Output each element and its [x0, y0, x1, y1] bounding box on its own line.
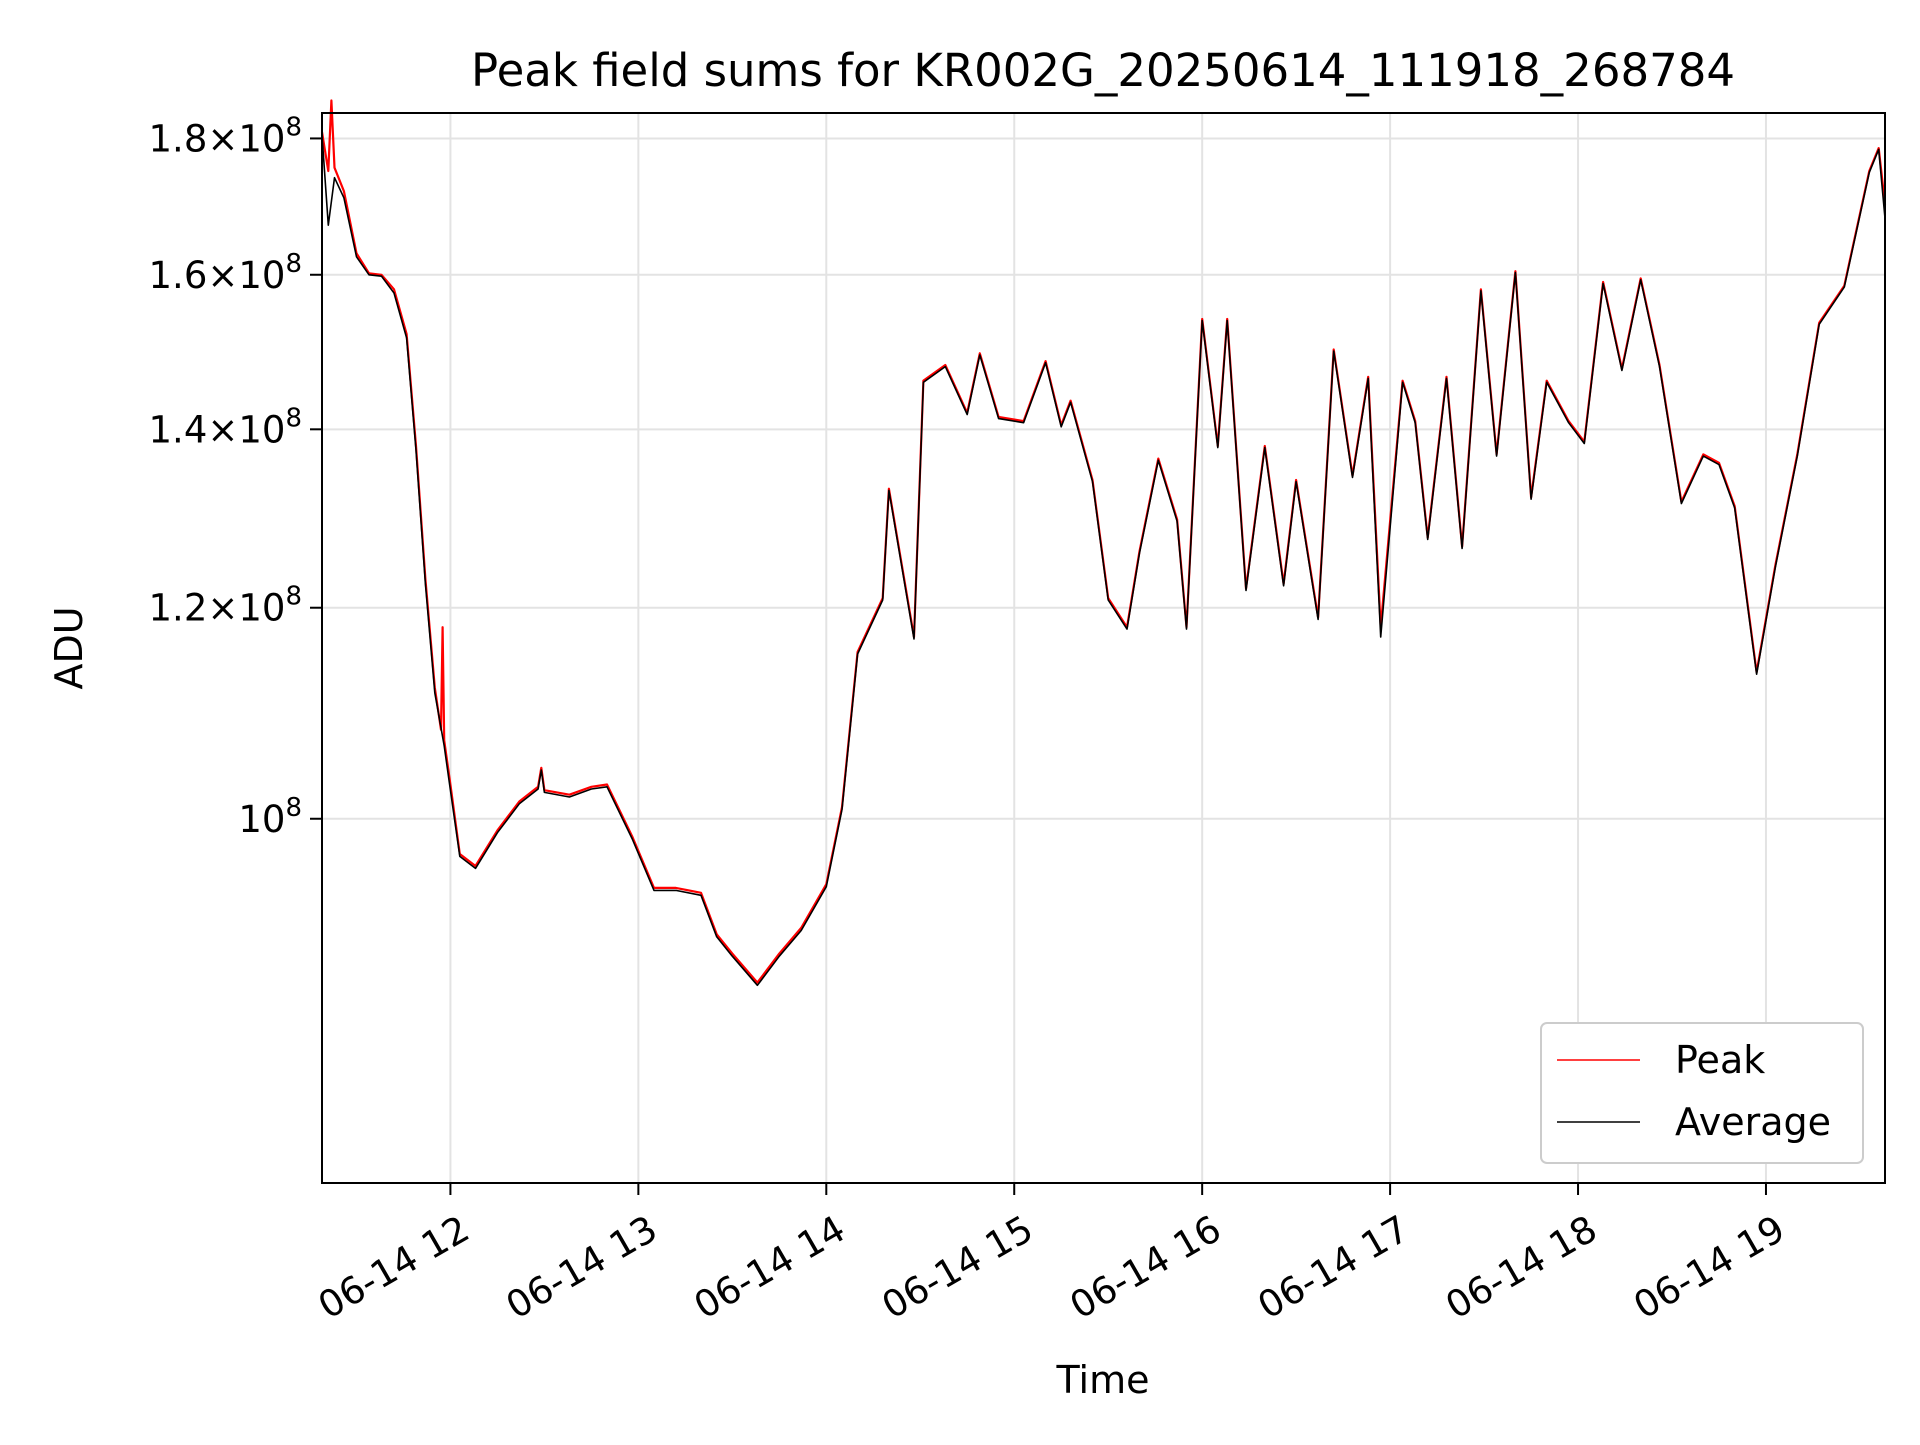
legend: Peak Average — [1540, 1022, 1864, 1164]
plot-frame — [321, 112, 1886, 1184]
y-tick-exponent: 8 — [285, 249, 302, 279]
y-tick-label: 1.4×108 — [149, 403, 302, 451]
y-tick-label: 1.6×108 — [149, 249, 302, 297]
y-axis-label: ADU — [47, 606, 91, 689]
grid-layer — [322, 113, 1885, 1183]
y-axis: 108 1.2×108 1.4×108 1.6×108 1.8×108 — [149, 112, 322, 841]
y-tick-label: 108 — [238, 793, 302, 841]
y-tick-exponent: 8 — [285, 112, 302, 142]
y-tick-exponent: 8 — [285, 582, 302, 612]
chart-title: Peak field sums for KR002G_20250614_1119… — [471, 44, 1735, 97]
series-layer — [320, 99, 1887, 987]
legend-label-peak: Peak — [1675, 1038, 1765, 1082]
legend-label-average: Average — [1675, 1100, 1831, 1144]
legend-frame — [1540, 1022, 1864, 1164]
x-axis-label: Time — [1056, 1358, 1150, 1402]
y-tick-label: 1.2×108 — [149, 582, 302, 630]
y-tick-exponent: 8 — [285, 403, 302, 433]
y-tick-label: 1.8×108 — [149, 112, 302, 160]
series-line-average — [321, 135, 1886, 987]
y-tick-exponent: 8 — [285, 793, 302, 823]
